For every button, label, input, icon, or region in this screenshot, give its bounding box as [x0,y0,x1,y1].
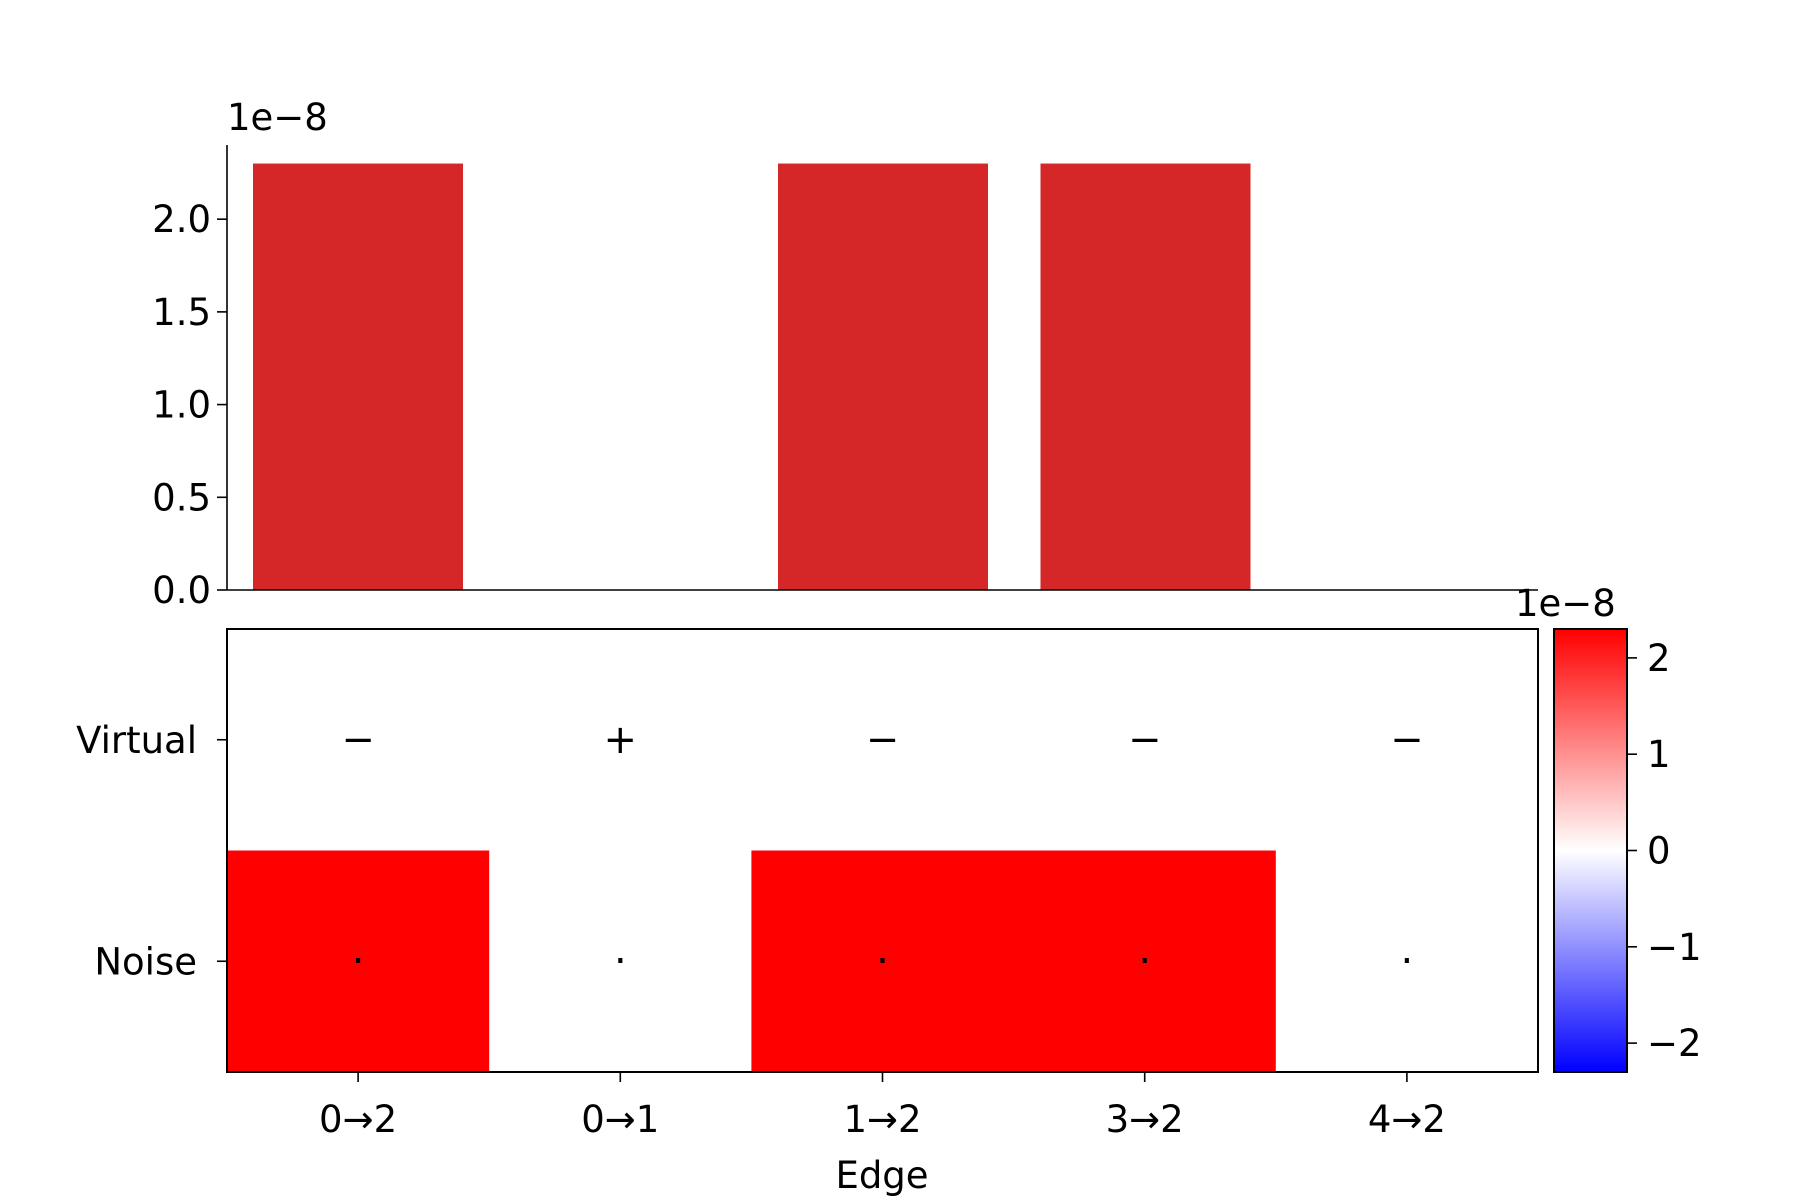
colorbar-tick-label: −1 [1647,926,1702,969]
heatmap-cell-Virtual-4→2 [1275,629,1539,851]
heatmap-cell-annotation: · [876,938,889,984]
heatmap-column-label: 0→1 [581,1098,659,1141]
heatmap-cell-annotation: − [1390,717,1424,763]
heatmap-cell-Noise-3→2 [1013,850,1277,1073]
bar-exponent-label: 1e−8 [227,96,328,139]
heatmap-row-ticks: Virtual Noise [76,719,227,983]
heatmap-column-ticks: 0→2 0→1 1→2 3→2 4→2 [319,1072,1446,1141]
bar-y-tick-label: 0.0 [152,569,211,612]
bar-1→2 [778,163,988,590]
colorbar-tick-label: −2 [1647,1022,1702,1065]
colorbar-tick-label: 1 [1647,733,1671,776]
colorbar-ticks: 2 1 0 −1 −2 [1627,637,1702,1065]
heatmap-row-label: Virtual [76,719,197,762]
colorbar-exponent-label: 1e−8 [1515,582,1616,625]
heatmap-annotations: − + − − − · · · · · [341,717,1423,985]
colorbar-tick-label: 0 [1647,830,1671,873]
x-axis-title: Edge [835,1154,928,1197]
heatmap-cell-annotation: + [604,717,638,763]
heatmap-cell-Noise-1→2 [751,850,1015,1073]
bar-y-ticks: 0.0 0.5 1.0 1.5 2.0 [152,198,227,612]
bar-y-tick-label: 1.5 [152,291,211,334]
heatmap-column-label: 1→2 [843,1098,921,1141]
colorbar-gradient [1553,628,1628,1073]
heatmap-cells [227,629,1539,1073]
colorbar: 2 1 0 −1 −2 1e−8 [1515,582,1702,1073]
bar-0→2 [253,163,463,590]
heatmap-column-label: 3→2 [1106,1098,1184,1141]
bar-y-tick-label: 0.5 [152,476,211,519]
heatmap-cell-annotation: − [866,717,900,763]
heatmap-cell-Noise-0→2 [227,850,490,1073]
heatmap-cell-annotation: · [352,938,365,984]
heatmap-cell-Virtual-1→2 [751,629,1015,851]
heatmap-cell-Noise-4→2 [1275,850,1539,1073]
bar-3→2 [1040,163,1251,590]
heatmap-cell-annotation: · [1138,938,1151,984]
heatmap-cell-annotation: − [341,717,375,763]
heatmap-column-label: 4→2 [1368,1098,1446,1141]
heatmap-row-label: Noise [94,940,197,983]
bar-y-tick-label: 2.0 [152,198,211,241]
heatmap-cell-Virtual-0→2 [227,629,490,851]
heatmap-cell-Virtual-3→2 [1013,629,1277,851]
heatmap-cell-Noise-0→1 [489,850,752,1073]
heatmap-cell-annotation: · [1401,938,1414,984]
bar-y-tick-label: 1.0 [152,384,211,427]
heatmap-column-label: 0→2 [319,1098,397,1141]
heatmap-cell-annotation: · [614,938,627,984]
colorbar-tick-label: 2 [1647,637,1671,680]
heatmap-cell-Virtual-0→1 [489,629,752,851]
heatmap-cell-annotation: − [1128,717,1162,763]
bar-series [253,163,1251,590]
bar-chart: 0.0 0.5 1.0 1.5 2.0 1e−8 [152,96,1538,612]
